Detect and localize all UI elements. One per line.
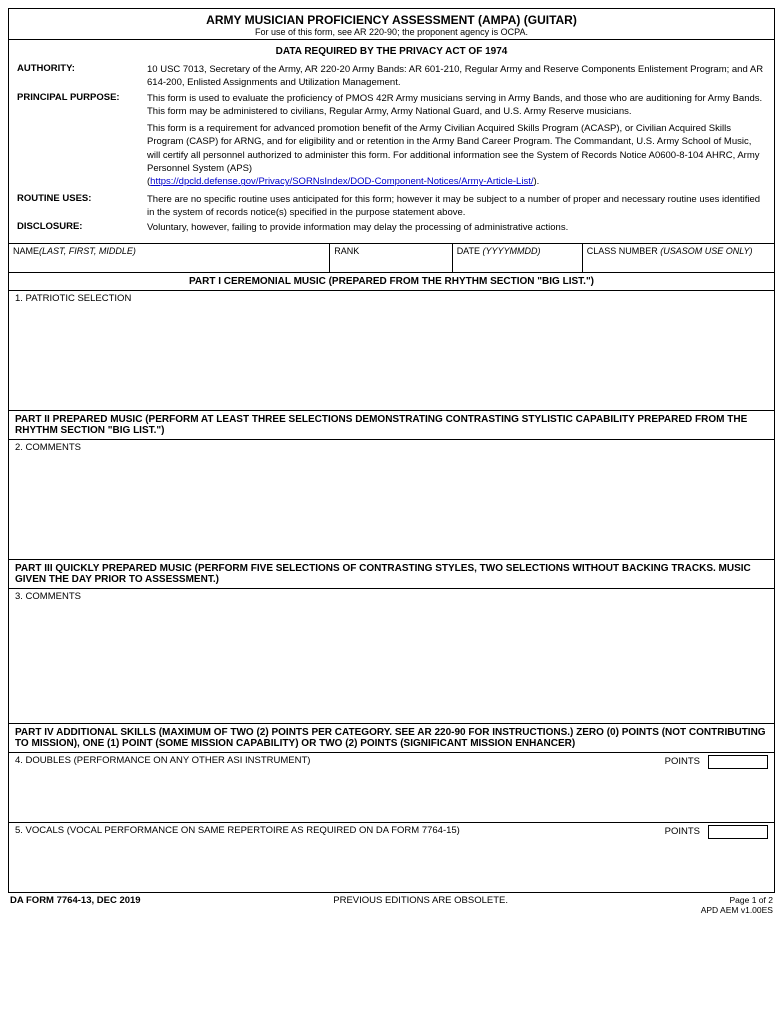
footer-center: PREVIOUS EDITIONS ARE OBSOLETE.	[333, 895, 508, 906]
authority-label: AUTHORITY:	[17, 63, 147, 90]
privacy-heading: DATA REQUIRED BY THE PRIVACY ACT OF 1974	[9, 40, 774, 63]
form-title: ARMY MUSICIAN PROFICIENCY ASSESSMENT (AM…	[9, 13, 774, 27]
part4-item4-box[interactable]: 4. DOUBLES (PERFORMANCE ON ANY OTHER ASI…	[9, 752, 774, 822]
class-hint: (USASOM USE ONLY)	[660, 246, 752, 256]
points-label-5: POINTS	[665, 826, 700, 837]
routine-text: There are no specific routine uses antic…	[147, 193, 766, 220]
privacy-section: AUTHORITY: 10 USC 7013, Secretary of the…	[9, 63, 774, 243]
purpose-label: PRINCIPAL PURPOSE:	[17, 92, 147, 189]
points-group-4: POINTS	[665, 755, 768, 769]
authority-text: 10 USC 7013, Secretary of the Army, AR 2…	[147, 63, 766, 90]
part2-header: PART II PREPARED MUSIC (PERFORM AT LEAST…	[9, 410, 774, 439]
form-container: ARMY MUSICIAN PROFICIENCY ASSESSMENT (AM…	[8, 8, 775, 893]
date-cell[interactable]: DATE (YYYYMMDD)	[453, 244, 583, 272]
form-subtitle: For use of this form, see AR 220-90; the…	[9, 27, 774, 37]
points-group-5: POINTS	[665, 825, 768, 839]
date-label: DATE	[457, 246, 483, 256]
footer-page: Page 1 of 2	[701, 895, 773, 905]
footer: DA FORM 7764-13, DEC 2019 PREVIOUS EDITI…	[8, 893, 775, 915]
part4-item5: 5. VOCALS (VOCAL PERFORMANCE ON SAME REP…	[15, 825, 460, 836]
rank-label: RANK	[334, 246, 359, 256]
disclosure-text: Voluntary, however, failing to provide i…	[147, 221, 766, 234]
purpose-text-2: This form is a requirement for advanced …	[147, 123, 760, 174]
rank-cell[interactable]: RANK	[330, 244, 452, 272]
points-label-4: POINTS	[665, 756, 700, 767]
date-hint: (YYYYMMDD)	[483, 246, 541, 256]
part3-item: 3. COMMENTS	[15, 591, 81, 602]
part2-item: 2. COMMENTS	[15, 442, 81, 453]
points-box-5[interactable]	[708, 825, 768, 839]
points-box-4[interactable]	[708, 755, 768, 769]
part4-item4: 4. DOUBLES (PERFORMANCE ON ANY OTHER ASI…	[15, 755, 310, 766]
form-header: ARMY MUSICIAN PROFICIENCY ASSESSMENT (AM…	[9, 9, 774, 40]
part3-header: PART III QUICKLY PREPARED MUSIC (PERFORM…	[9, 559, 774, 588]
part2-box[interactable]: 2. COMMENTS	[9, 439, 774, 559]
name-cell[interactable]: NAME(LAST, FIRST, MIDDLE)	[9, 244, 330, 272]
part4-header: PART IV ADDITIONAL SKILLS (MAXIMUM OF TW…	[9, 723, 774, 752]
footer-version: APD AEM v1.00ES	[701, 905, 773, 915]
name-hint: (LAST, FIRST, MIDDLE)	[39, 246, 136, 256]
purpose-text: This form is used to evaluate the profic…	[147, 92, 766, 189]
class-cell[interactable]: CLASS NUMBER (USASOM USE ONLY)	[583, 244, 774, 272]
disclosure-label: DISCLOSURE:	[17, 221, 147, 234]
name-label: NAME	[13, 246, 39, 256]
part3-box[interactable]: 3. COMMENTS	[9, 588, 774, 723]
purpose-text-1: This form is used to evaluate the profic…	[147, 93, 762, 117]
routine-label: ROUTINE USES:	[17, 193, 147, 220]
part1-header: PART I CEREMONIAL MUSIC (PREPARED FROM T…	[9, 272, 774, 290]
footer-left: DA FORM 7764-13, DEC 2019	[10, 895, 141, 906]
purpose-link[interactable]: https://dpcld.defense.gov/Privacy/SORNsI…	[150, 176, 533, 187]
footer-right: Page 1 of 2 APD AEM v1.00ES	[701, 895, 773, 915]
part4-item5-box[interactable]: 5. VOCALS (VOCAL PERFORMANCE ON SAME REP…	[9, 822, 774, 892]
part1-box[interactable]: 1. PATRIOTIC SELECTION	[9, 290, 774, 410]
class-label: CLASS NUMBER	[587, 246, 661, 256]
info-row: NAME(LAST, FIRST, MIDDLE) RANK DATE (YYY…	[9, 243, 774, 272]
part1-item: 1. PATRIOTIC SELECTION	[15, 293, 131, 304]
